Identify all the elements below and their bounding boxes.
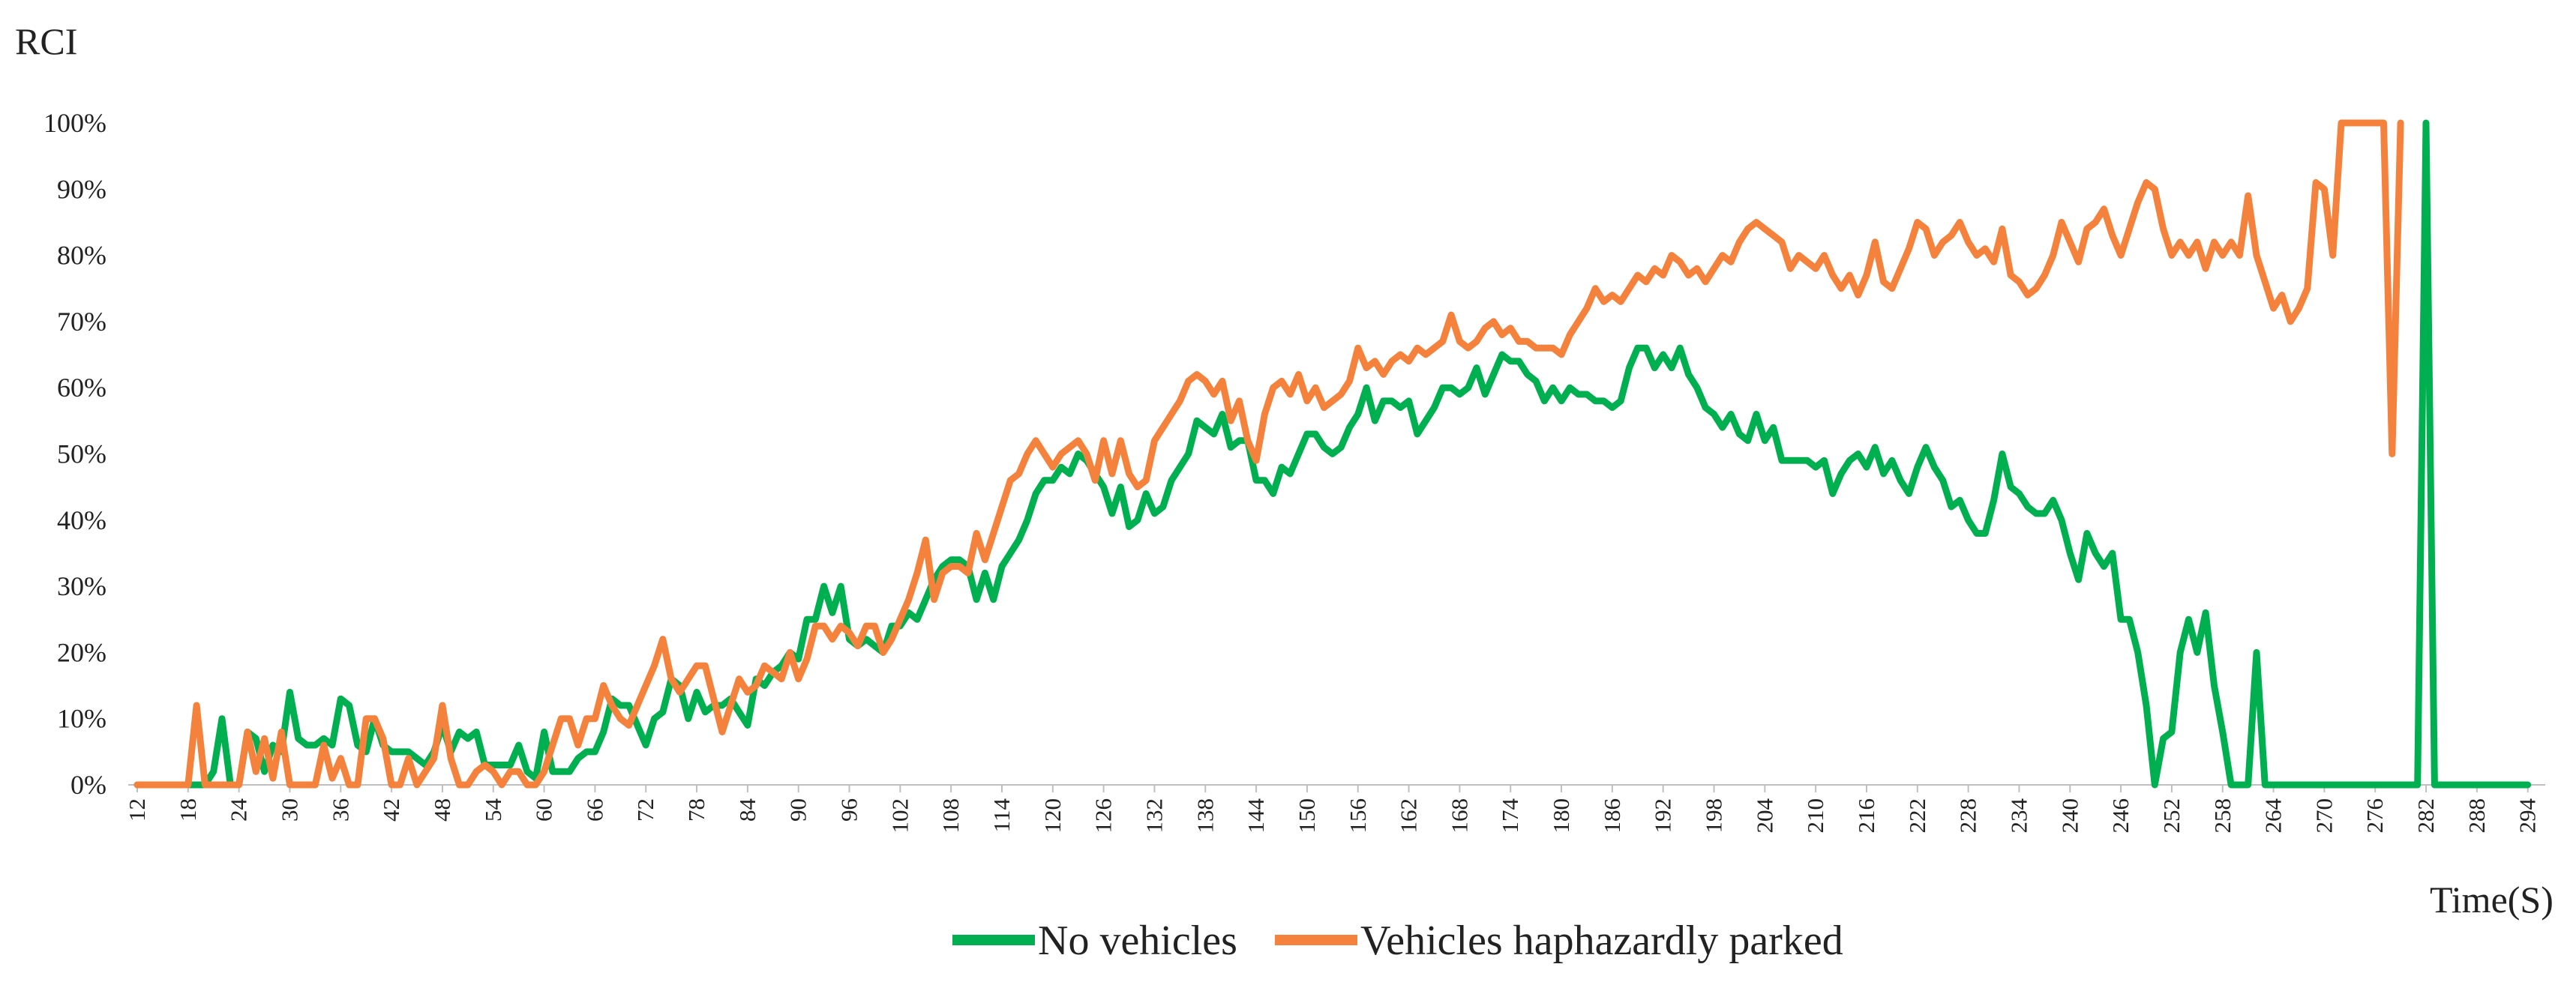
x-tick-label: 294: [2515, 798, 2541, 834]
series-line-vehicles-parked: [133, 119, 2404, 789]
x-tick-label: 150: [1294, 798, 1320, 834]
x-tick-label: 276: [2362, 798, 2388, 834]
y-tick-label: 40%: [57, 505, 106, 535]
legend-label-vehicles-parked: Vehicles haphazardly parked: [1360, 918, 1843, 964]
x-tick-label: 90: [785, 798, 811, 822]
x-tick-label: 138: [1192, 798, 1218, 834]
x-tick-label: 114: [988, 798, 1015, 833]
x-tick-label: 198: [1701, 798, 1727, 834]
y-tick-label: 20%: [57, 637, 106, 667]
y-tick-label: 30%: [57, 571, 106, 601]
x-tick-label: 192: [1650, 798, 1676, 834]
x-tick-label: 96: [836, 798, 862, 822]
y-axis-title: RCI: [15, 20, 77, 62]
x-axis-ticks: 12 18 24 30 36 42 48 54 60 66 72 78 84 90 96 102 108 114 1…: [124, 785, 2541, 834]
x-tick-label: 42: [378, 798, 404, 822]
y-tick-label: 60%: [57, 373, 106, 403]
y-tick-label: 100%: [43, 108, 106, 138]
x-tick-label: 204: [1751, 798, 1777, 834]
x-tick-label: 216: [1853, 798, 1879, 834]
x-tick-label: 132: [1141, 798, 1167, 834]
x-tick-label: 72: [632, 798, 658, 822]
x-tick-label: 264: [2260, 798, 2287, 834]
x-tick-label: 126: [1090, 798, 1117, 834]
x-tick-label: 30: [276, 798, 302, 822]
x-axis-title: Time(S): [2430, 879, 2554, 921]
x-tick-label: 66: [581, 798, 607, 822]
x-tick-label: 270: [2311, 798, 2337, 834]
x-tick-label: 258: [2209, 798, 2236, 834]
x-tick-label: 12: [124, 798, 150, 822]
x-tick-label: 288: [2464, 798, 2490, 834]
y-tick-label: 0%: [70, 770, 106, 800]
x-tick-label: 240: [2056, 798, 2083, 834]
x-tick-label: 102: [886, 798, 913, 834]
x-tick-label: 174: [1497, 798, 1523, 834]
y-axis-ticks: 0% 10% 20% 30% 40% 50% 60% 70% 80% 90% 100%: [43, 108, 106, 800]
series-line-no-vehicles: [133, 119, 2532, 789]
x-tick-label: 222: [1904, 798, 1930, 834]
x-tick-label: 78: [683, 798, 709, 822]
x-tick-label: 144: [1243, 798, 1269, 834]
x-tick-label: 168: [1446, 798, 1472, 834]
x-tick-label: 54: [480, 798, 506, 822]
x-tick-label: 234: [2005, 798, 2032, 834]
y-tick-label: 50%: [57, 439, 106, 469]
x-tick-label: 24: [226, 798, 252, 822]
series-lines: [133, 119, 2532, 789]
y-tick-label: 70%: [57, 307, 106, 337]
x-tick-label: 60: [531, 798, 557, 822]
x-tick-label: 180: [1548, 798, 1574, 834]
legend-label-no-vehicles: No vehicles: [1038, 918, 1237, 964]
x-tick-label: 156: [1345, 798, 1371, 834]
x-tick-label: 210: [1802, 798, 1828, 834]
x-tick-label: 36: [327, 798, 353, 822]
legend: No vehicles Vehicles haphazardly parked: [952, 918, 1843, 964]
x-tick-label: 252: [2158, 798, 2185, 834]
x-tick-label: 246: [2107, 798, 2134, 834]
x-tick-label: 18: [175, 798, 201, 822]
x-tick-label: 162: [1396, 798, 1422, 834]
x-tick-label: 84: [734, 798, 760, 822]
y-tick-label: 10%: [57, 704, 106, 734]
x-tick-label: 282: [2413, 798, 2439, 834]
y-tick-label: 80%: [57, 241, 106, 271]
x-tick-label: 228: [1955, 798, 1981, 834]
x-tick-label: 186: [1599, 798, 1625, 834]
y-tick-label: 90%: [57, 174, 106, 204]
x-tick-label: 108: [937, 798, 964, 834]
x-tick-label: 48: [429, 798, 455, 822]
x-tick-label: 120: [1039, 798, 1066, 834]
